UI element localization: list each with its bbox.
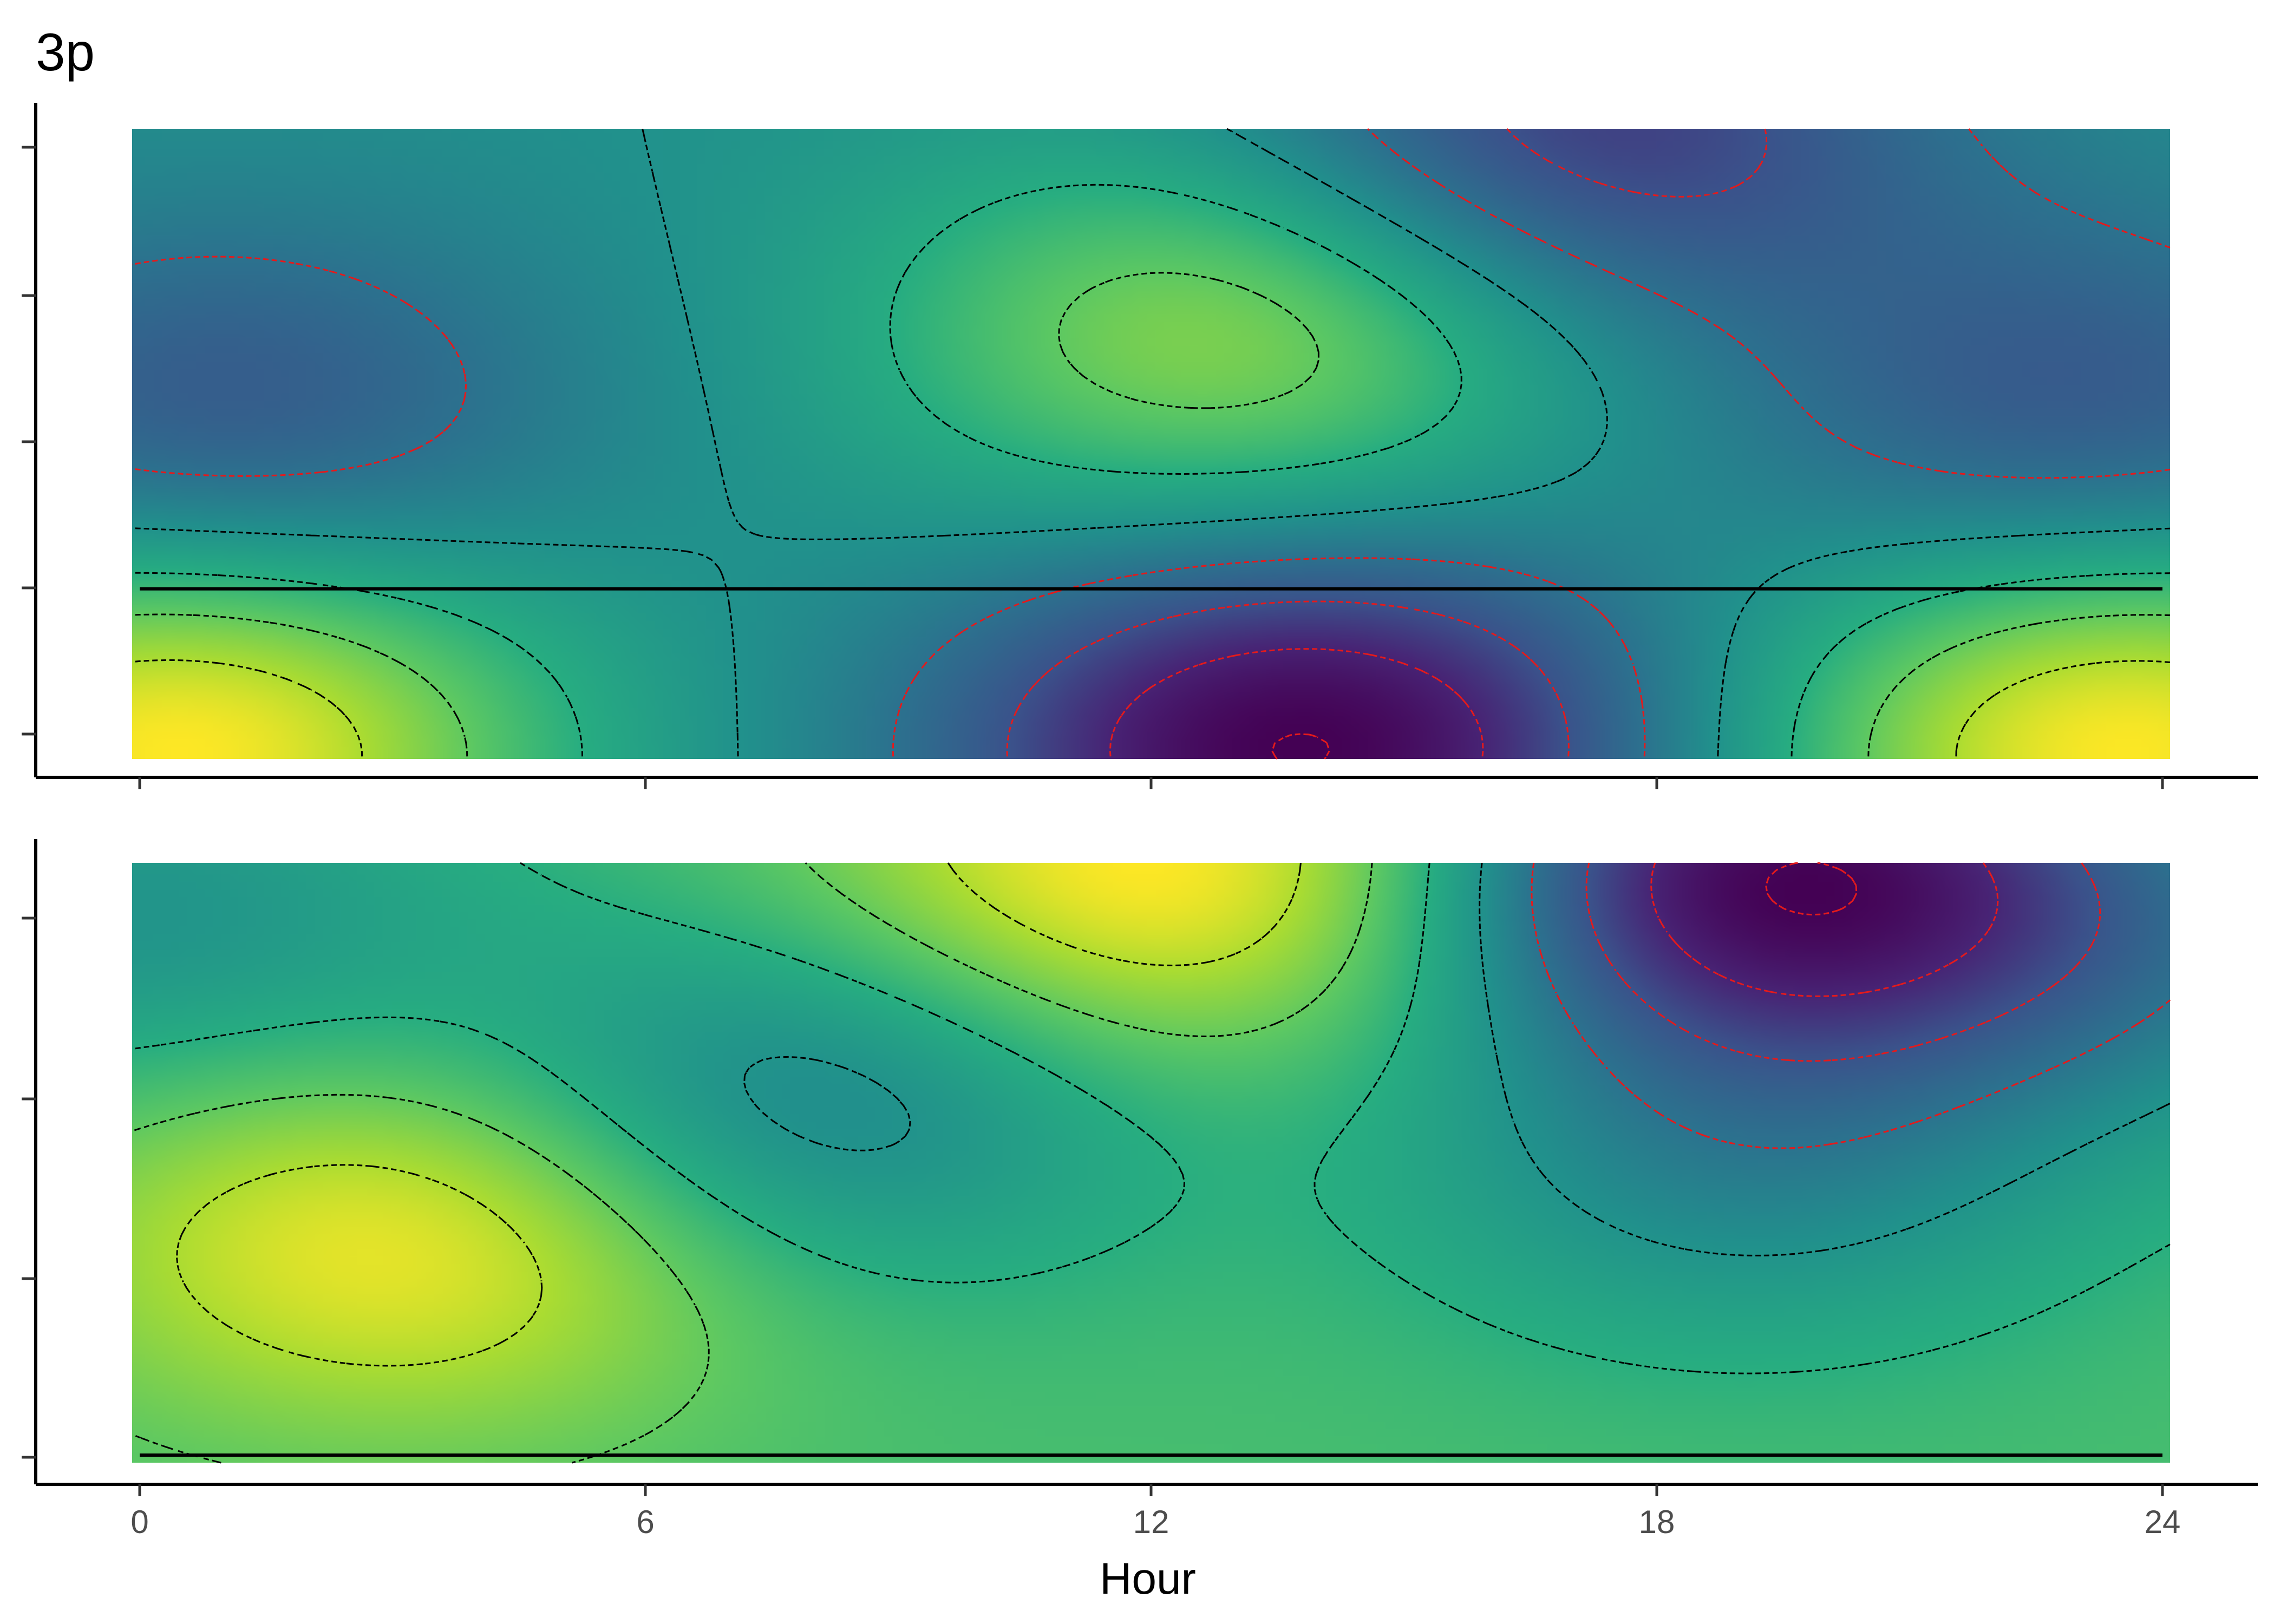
negative-contour-line (1650, 862, 1999, 997)
negative-contour-line (1765, 862, 1858, 916)
bottom-panel: 0 6 12 18 24 (22, 839, 2258, 1540)
negative-contour-line (132, 128, 2171, 759)
bottom-panel-x-ticks: 0 6 12 18 24 (130, 1484, 2180, 1540)
positive-contour-line (176, 862, 1302, 1367)
negative-contour-line (1531, 862, 2171, 1149)
bottom-panel-contours (132, 862, 2171, 1464)
x-tick-label: 12 (1133, 1504, 1169, 1540)
negative-contour-line (1585, 862, 2101, 1062)
positive-contour-line (132, 128, 2171, 759)
x-tick-label: 6 (636, 1504, 654, 1540)
positive-contour-line (132, 862, 1373, 1464)
top-panel-heatmap (132, 129, 2170, 759)
top-panel (22, 103, 2258, 789)
x-tick-label: 24 (2145, 1504, 2181, 1540)
x-tick-label: 18 (1639, 1504, 1675, 1540)
positive-contour-line (132, 272, 2171, 759)
positive-contour-line (132, 862, 2171, 1374)
positive-contour-line (132, 659, 2171, 759)
negative-contour-line (1109, 648, 1484, 759)
bottom-panel-heatmap (132, 863, 2170, 1463)
positive-contour-line (743, 862, 2171, 1256)
negative-contour-line (1006, 128, 1768, 759)
negative-contour-line (1271, 733, 1330, 759)
top-panel-x-ticks (138, 777, 2164, 789)
positive-contour-line (132, 184, 2171, 759)
panel-tag: 3p (36, 22, 95, 82)
x-axis-title: Hour (1100, 1554, 1196, 1603)
bottom-panel-y-ticks (22, 916, 36, 1459)
top-panel-contours (132, 128, 2171, 759)
top-panel-y-ticks (22, 146, 36, 736)
x-tick-label: 0 (130, 1504, 148, 1540)
